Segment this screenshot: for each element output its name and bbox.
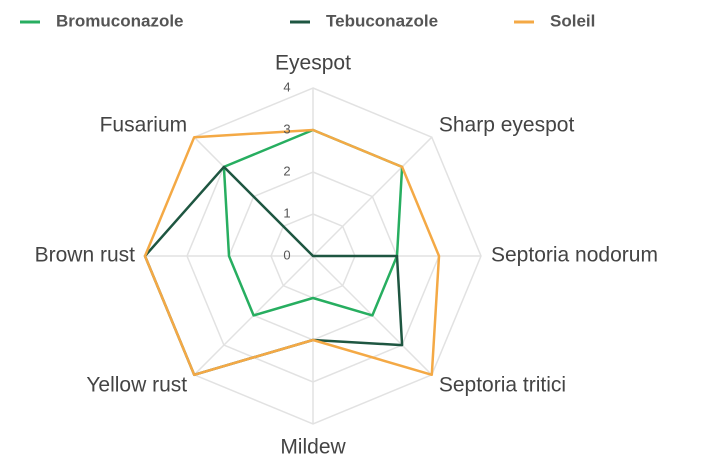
- series-line: [143, 165, 404, 377]
- tick-label: 2: [283, 163, 290, 178]
- legend-label: Tebuconazole: [326, 11, 438, 30]
- category-label: Sharp eyespot: [439, 113, 575, 136]
- category-label: Brown rust: [35, 244, 136, 267]
- category-label: Yellow rust: [86, 374, 187, 397]
- tick-label: 4: [283, 79, 290, 94]
- category-label: Fusarium: [100, 113, 188, 136]
- series-line: [143, 128, 441, 377]
- category-label: Septoria nodorum: [491, 244, 658, 267]
- category-label: Eyespot: [275, 52, 351, 75]
- legend-label: Soleil: [550, 11, 595, 30]
- spoke: [312, 136, 433, 257]
- series-line: [222, 128, 404, 317]
- tick-label: 0: [283, 247, 290, 262]
- tick-label: 1: [283, 205, 290, 220]
- category-label: Septoria tritici: [439, 374, 566, 397]
- legend-label: Bromuconazole: [56, 11, 184, 30]
- tick-label: 3: [283, 121, 290, 136]
- category-label: Mildew: [280, 436, 346, 459]
